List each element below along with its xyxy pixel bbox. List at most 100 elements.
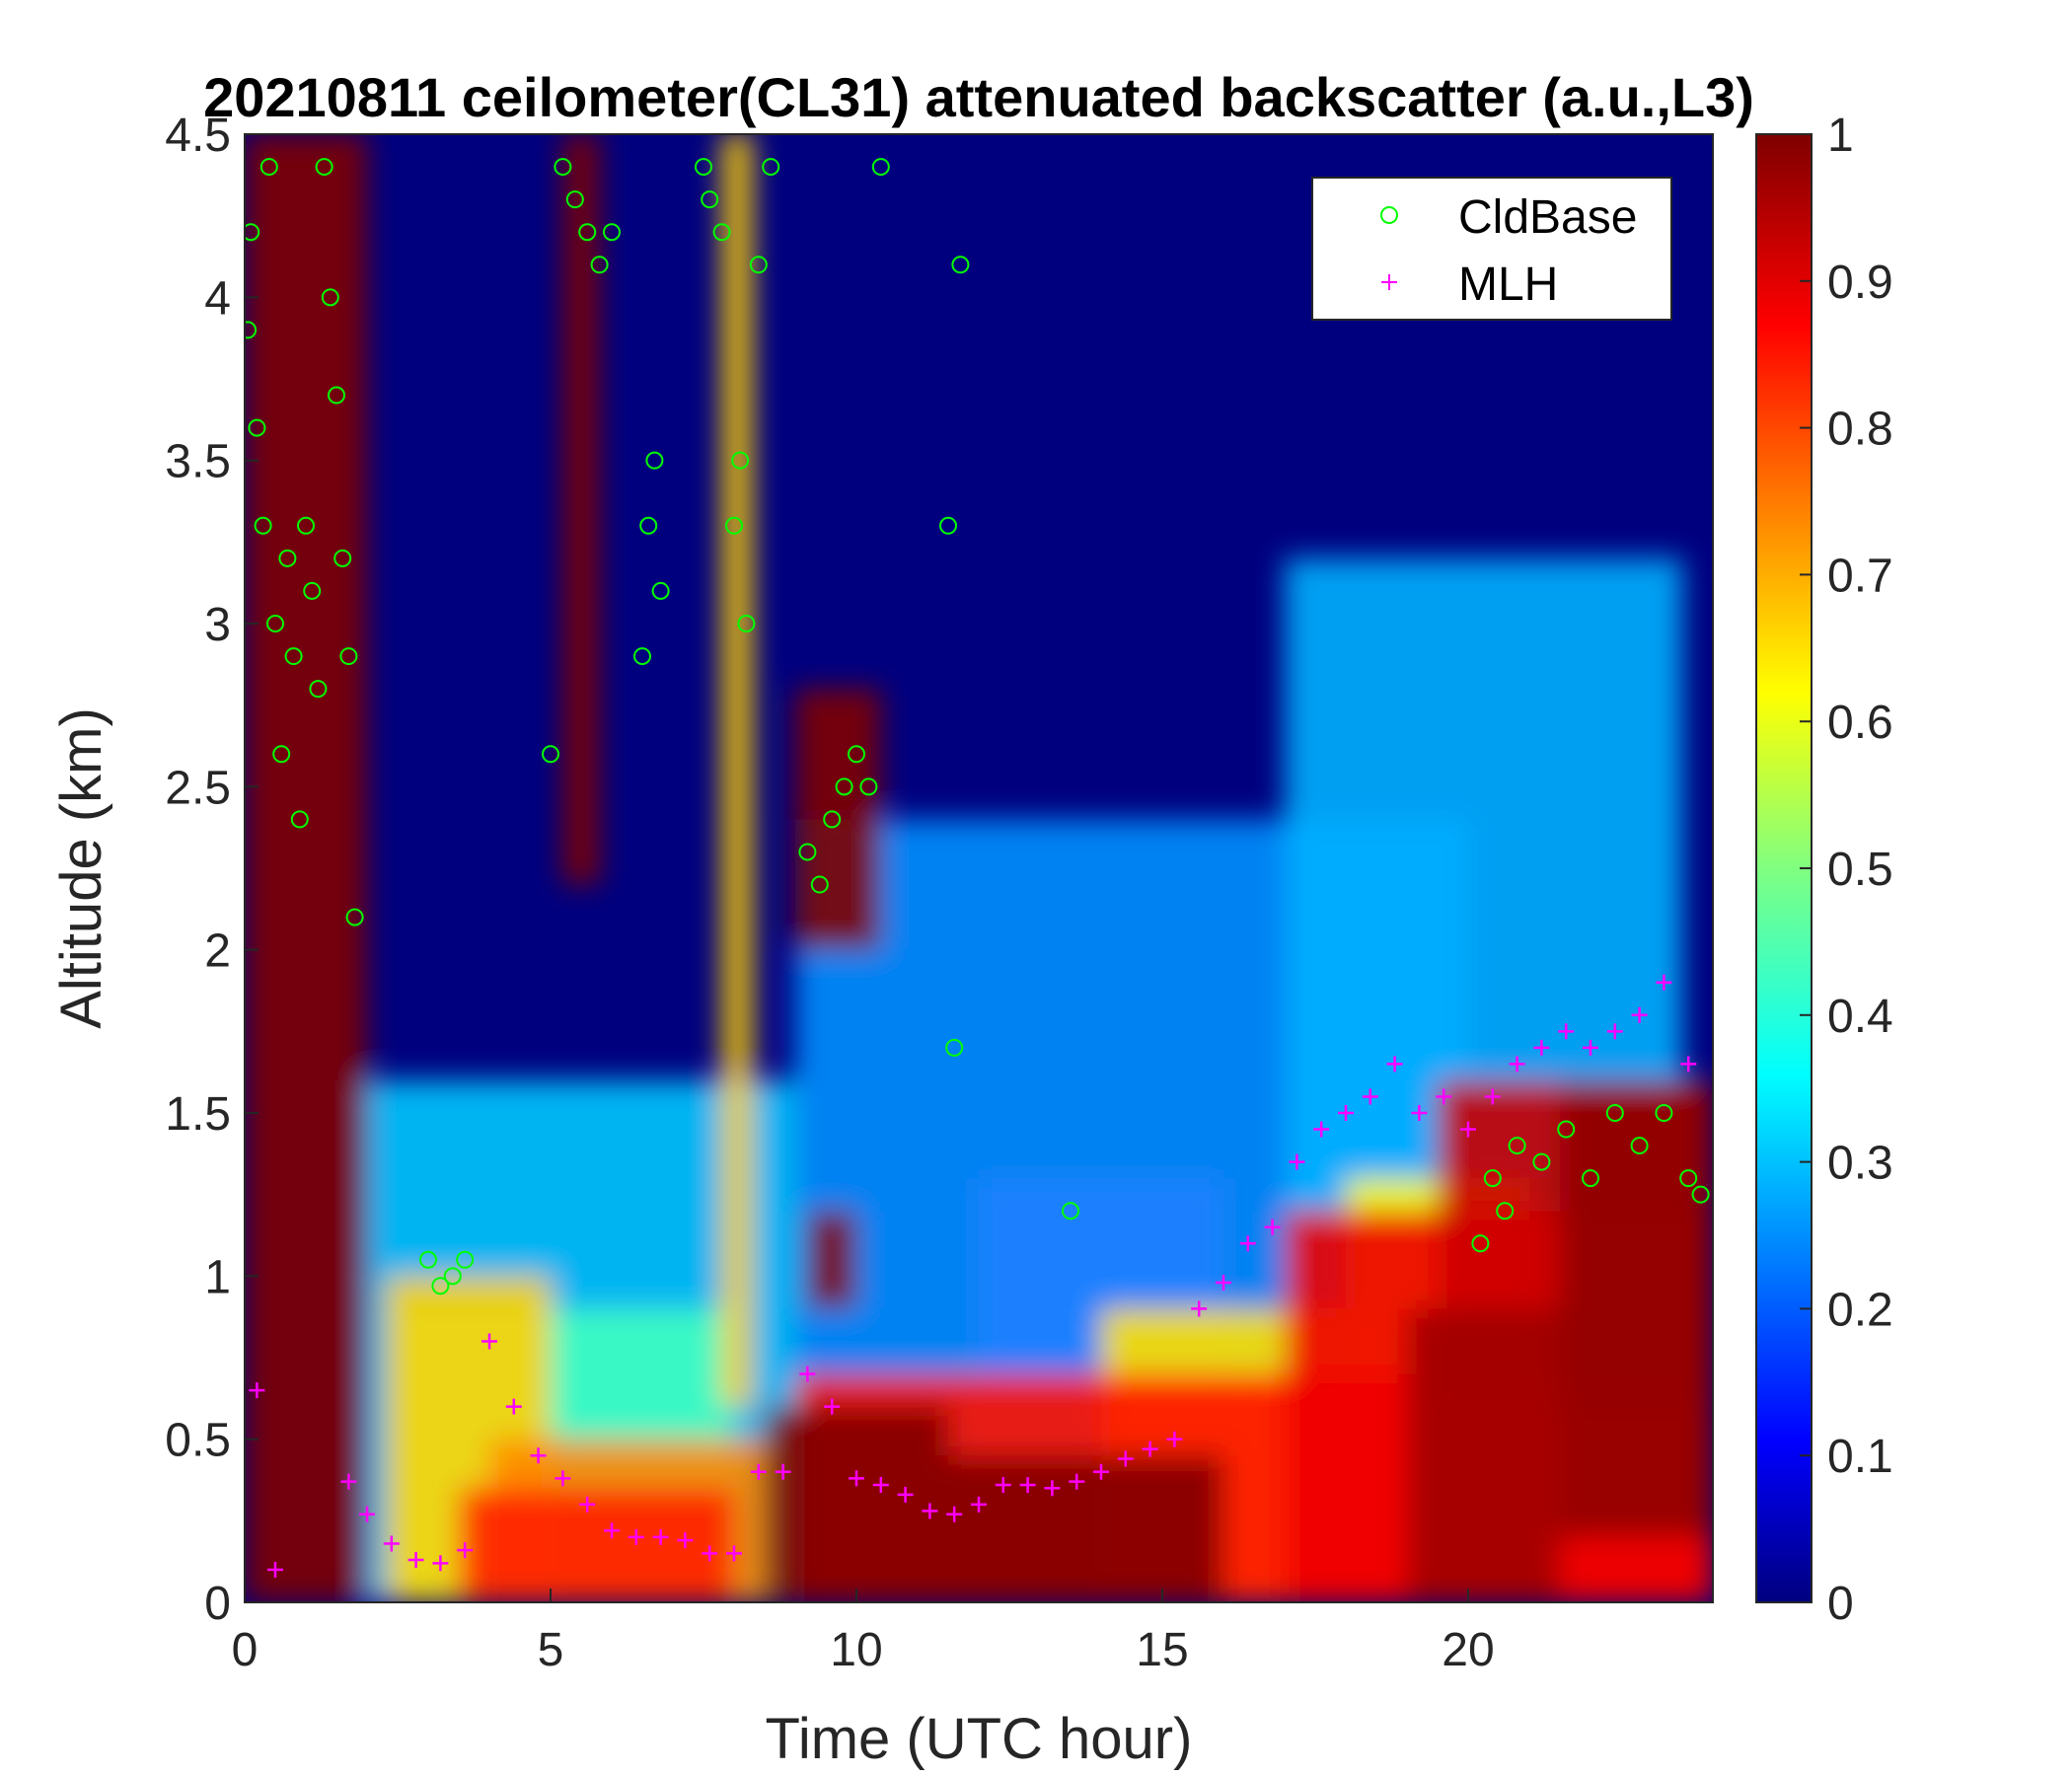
- y-tick-label: 0: [204, 1578, 231, 1630]
- y-tick-label: 4.5: [165, 110, 231, 162]
- cldbase-point: [333, 549, 352, 567]
- y-tick-label: 2.5: [165, 762, 231, 814]
- y-tick-label: 3: [204, 599, 231, 651]
- cldbase-point: [951, 256, 970, 274]
- backscatter-field: [245, 134, 1713, 1602]
- mlh-point: [530, 1447, 547, 1464]
- x-tick-label: 5: [538, 1624, 564, 1676]
- legend-circle-marker: [1380, 206, 1398, 224]
- cldbase-point: [1557, 1120, 1576, 1139]
- cldbase-point: [633, 647, 651, 666]
- mlh-point: [1216, 1274, 1231, 1291]
- mlh-point: [1484, 1088, 1501, 1105]
- cldbase-point: [284, 647, 303, 666]
- mlh-point: [340, 1473, 357, 1490]
- mlh-point: [579, 1496, 596, 1513]
- colorbar-tick-label: 0.3: [1827, 1138, 1893, 1190]
- cldbase-point: [1605, 1104, 1624, 1122]
- heatmap-area: [245, 134, 1713, 1602]
- mlh-point: [1460, 1121, 1476, 1138]
- colorbar-tick-label: 0: [1827, 1578, 1854, 1630]
- cldbase-point: [590, 256, 609, 274]
- mlh-point: [897, 1486, 914, 1503]
- cldbase-point: [737, 615, 756, 632]
- cldbase-point: [749, 256, 768, 274]
- heatmap-cell: [948, 1455, 1223, 1602]
- mlh-point: [1338, 1105, 1354, 1121]
- cldbase-point: [259, 158, 278, 177]
- x-tick-label: 0: [232, 1624, 259, 1676]
- colorbar-tick-label: 0.5: [1827, 844, 1893, 896]
- legend-label-cldbase: CldBase: [1458, 191, 1637, 244]
- x-tick-label: 15: [1136, 1624, 1188, 1676]
- mlh-point: [1166, 1431, 1183, 1447]
- cldbase-point: [725, 516, 743, 535]
- mlh-point: [1044, 1480, 1061, 1497]
- mlh-point: [604, 1522, 620, 1539]
- mlh-point: [652, 1528, 669, 1545]
- cldbase-point: [578, 223, 597, 242]
- cldbase-point: [1496, 1202, 1515, 1221]
- cldbase-point: [701, 190, 719, 209]
- colorbar-ticks: 0 0.1 0.2 0.3 0.4 0.5 0.6 0.7 0.8 0.9 1: [1800, 110, 1893, 1630]
- mlh-point: [922, 1503, 938, 1519]
- cldbase-point: [848, 745, 865, 764]
- heatmap-cell: [459, 1488, 734, 1602]
- cldbase-point: [639, 516, 658, 535]
- cldbase-point: [651, 581, 670, 600]
- cldbase-point: [554, 158, 572, 177]
- cldbase-point: [712, 223, 731, 242]
- cldbase-point: [695, 158, 712, 177]
- mlh-point: [267, 1561, 283, 1578]
- cldbase-point: [1471, 1234, 1490, 1253]
- mlh-point: [1093, 1463, 1109, 1480]
- mlh-point: [1656, 974, 1672, 991]
- legend-label-mlh: MLH: [1458, 259, 1558, 311]
- mlh-point: [1069, 1473, 1085, 1490]
- mlh-point: [628, 1528, 644, 1545]
- mlh-point: [383, 1535, 400, 1552]
- mlh-point: [677, 1532, 694, 1549]
- cldbase-point: [1483, 1169, 1502, 1188]
- cldbase-point: [1679, 1169, 1698, 1188]
- cldbase-point: [1532, 1152, 1551, 1171]
- cldbase-point: [1582, 1169, 1599, 1188]
- legend: CldBase MLH: [1311, 177, 1672, 321]
- mlh-point: [995, 1476, 1011, 1493]
- y-axis-label: Altitude (km): [49, 707, 113, 1029]
- y-tick-label: 3.5: [165, 436, 231, 488]
- heatmap-cell: [245, 134, 367, 1602]
- mlh-point: [1313, 1121, 1330, 1138]
- cldbase-point: [345, 908, 364, 926]
- cldbase-point: [859, 777, 878, 796]
- y-tick-label: 2: [204, 925, 231, 978]
- colorbar-tick-label: 0.4: [1827, 991, 1893, 1043]
- mlh-point: [849, 1470, 864, 1487]
- cldbase-point: [835, 777, 853, 796]
- cldbase-point: [443, 1267, 462, 1286]
- cldbase-point: [456, 1250, 475, 1269]
- legend-plus-marker: [1381, 274, 1397, 290]
- mlh-point: [1606, 1023, 1623, 1040]
- mlh-point: [359, 1506, 375, 1522]
- mlh-point: [775, 1463, 791, 1480]
- cldbase-point: [1630, 1137, 1649, 1155]
- mlh-point: [1019, 1476, 1036, 1493]
- mlh-point: [505, 1398, 522, 1415]
- mlh-point: [872, 1476, 889, 1493]
- y-tick-label: 4: [204, 272, 231, 325]
- mlh-point: [824, 1398, 841, 1415]
- mlh-point: [971, 1496, 987, 1513]
- heatmap-cell: [1407, 1308, 1560, 1602]
- cldbase-point: [339, 647, 358, 666]
- mlh-point: [1680, 1056, 1697, 1073]
- mlh-point: [1411, 1105, 1428, 1121]
- x-tick-label: 20: [1442, 1624, 1494, 1676]
- heatmap-cell: [721, 134, 753, 1407]
- cldbase-point: [1508, 1137, 1526, 1155]
- cldbase-point: [762, 158, 780, 177]
- mlh-point: [1239, 1235, 1256, 1252]
- cldbase-point: [290, 810, 309, 829]
- mlh-point: [1436, 1088, 1452, 1105]
